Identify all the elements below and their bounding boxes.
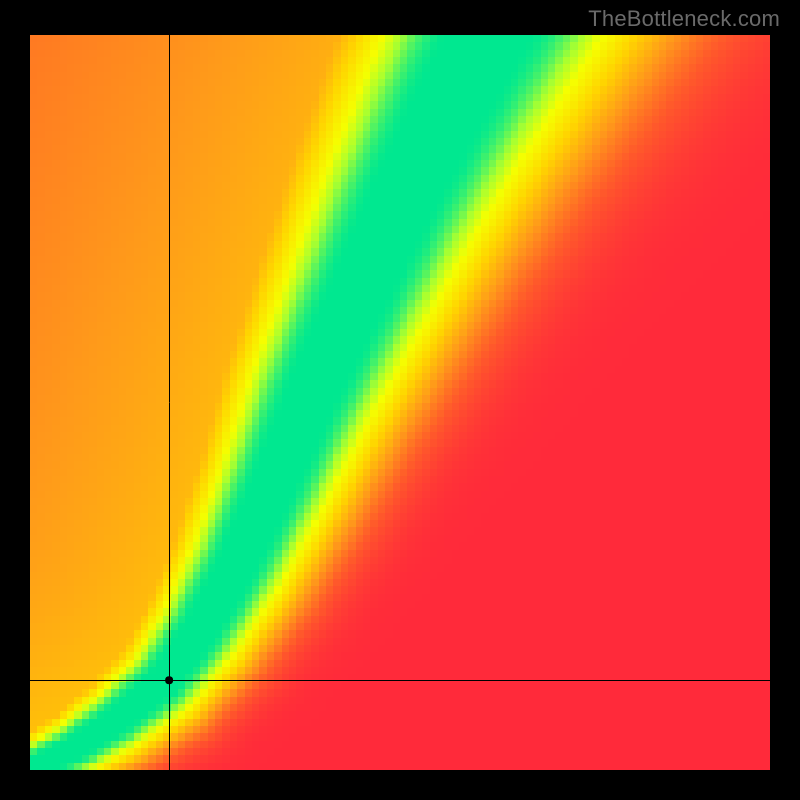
chart-container: TheBottleneck.com xyxy=(0,0,800,800)
heatmap-plot xyxy=(30,35,770,770)
heatmap-canvas xyxy=(30,35,770,770)
watermark-text: TheBottleneck.com xyxy=(588,6,780,32)
